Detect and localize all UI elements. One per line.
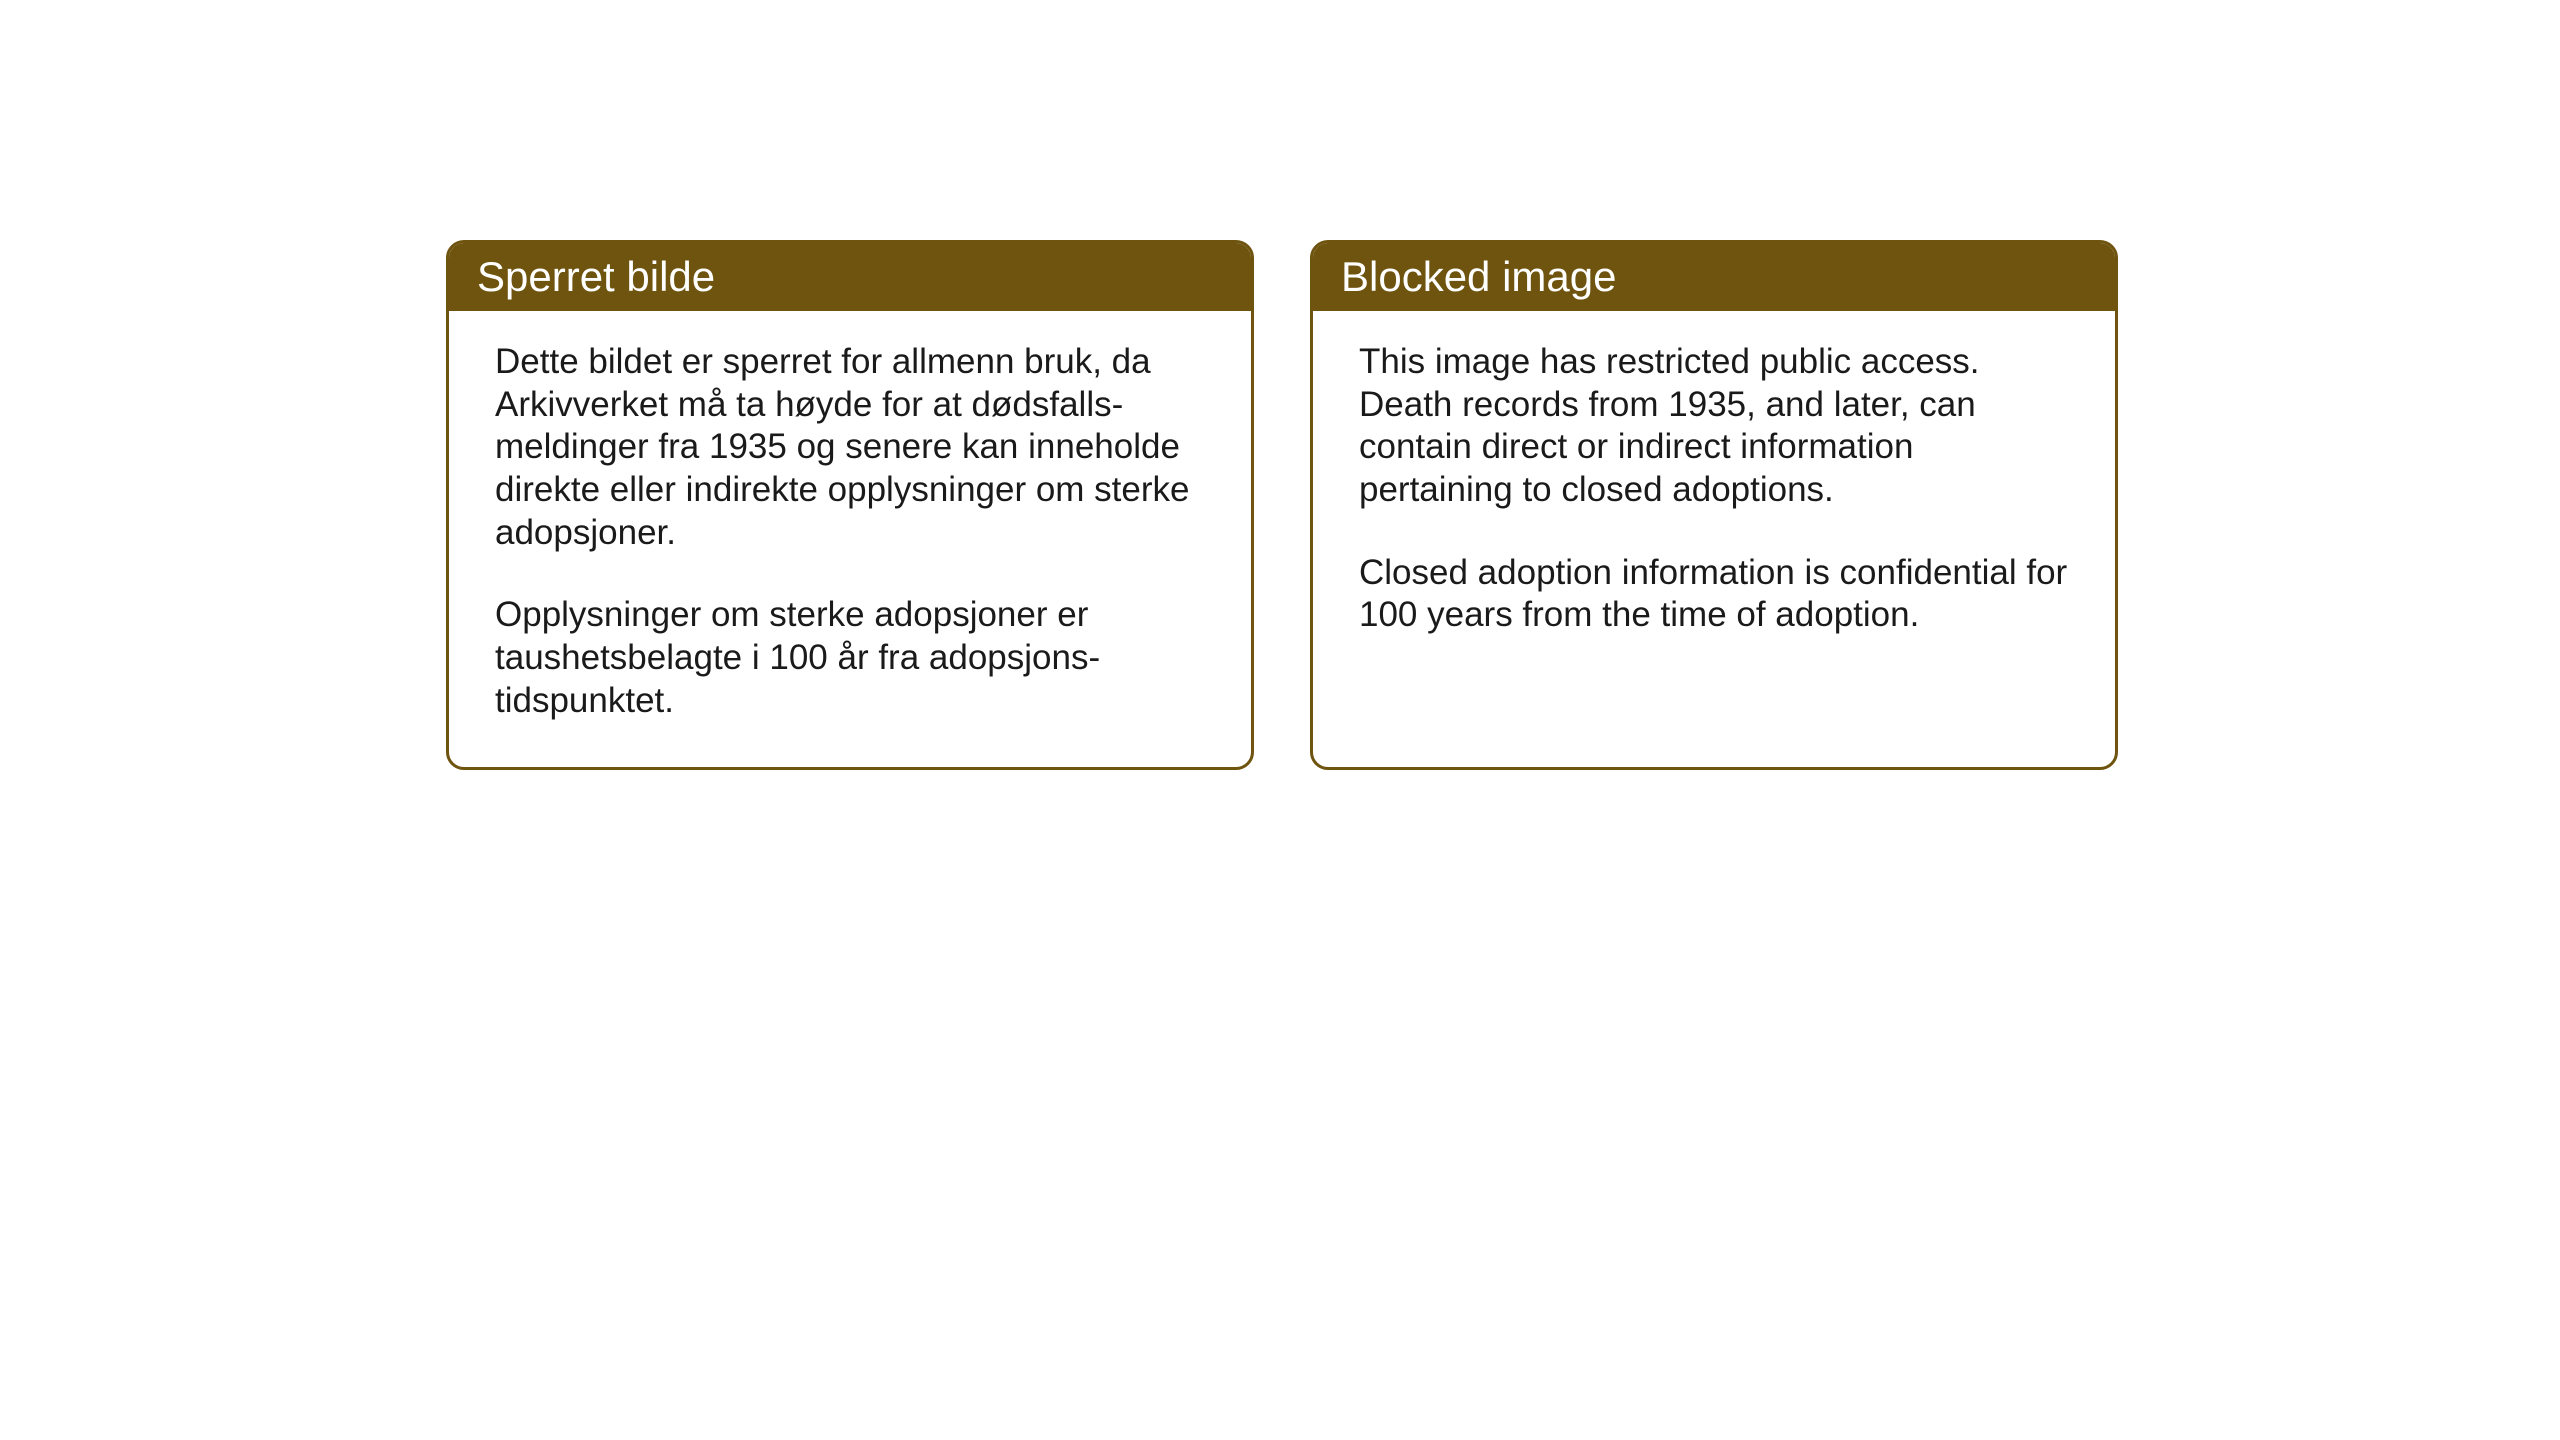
norwegian-paragraph-2: Opplysninger om sterke adopsjoner er tau… — [495, 594, 1205, 722]
norwegian-card: Sperret bilde Dette bildet er sperret fo… — [446, 240, 1254, 770]
norwegian-card-body: Dette bildet er sperret for allmenn bruk… — [449, 311, 1251, 767]
norwegian-card-header: Sperret bilde — [449, 243, 1251, 311]
english-card-body: This image has restricted public access.… — [1313, 311, 2115, 681]
english-paragraph-1: This image has restricted public access.… — [1359, 341, 2069, 512]
cards-container: Sperret bilde Dette bildet er sperret fo… — [446, 240, 2118, 770]
norwegian-paragraph-1: Dette bildet er sperret for allmenn bruk… — [495, 341, 1205, 554]
english-card: Blocked image This image has restricted … — [1310, 240, 2118, 770]
english-card-header: Blocked image — [1313, 243, 2115, 311]
english-paragraph-2: Closed adoption information is confident… — [1359, 552, 2069, 637]
